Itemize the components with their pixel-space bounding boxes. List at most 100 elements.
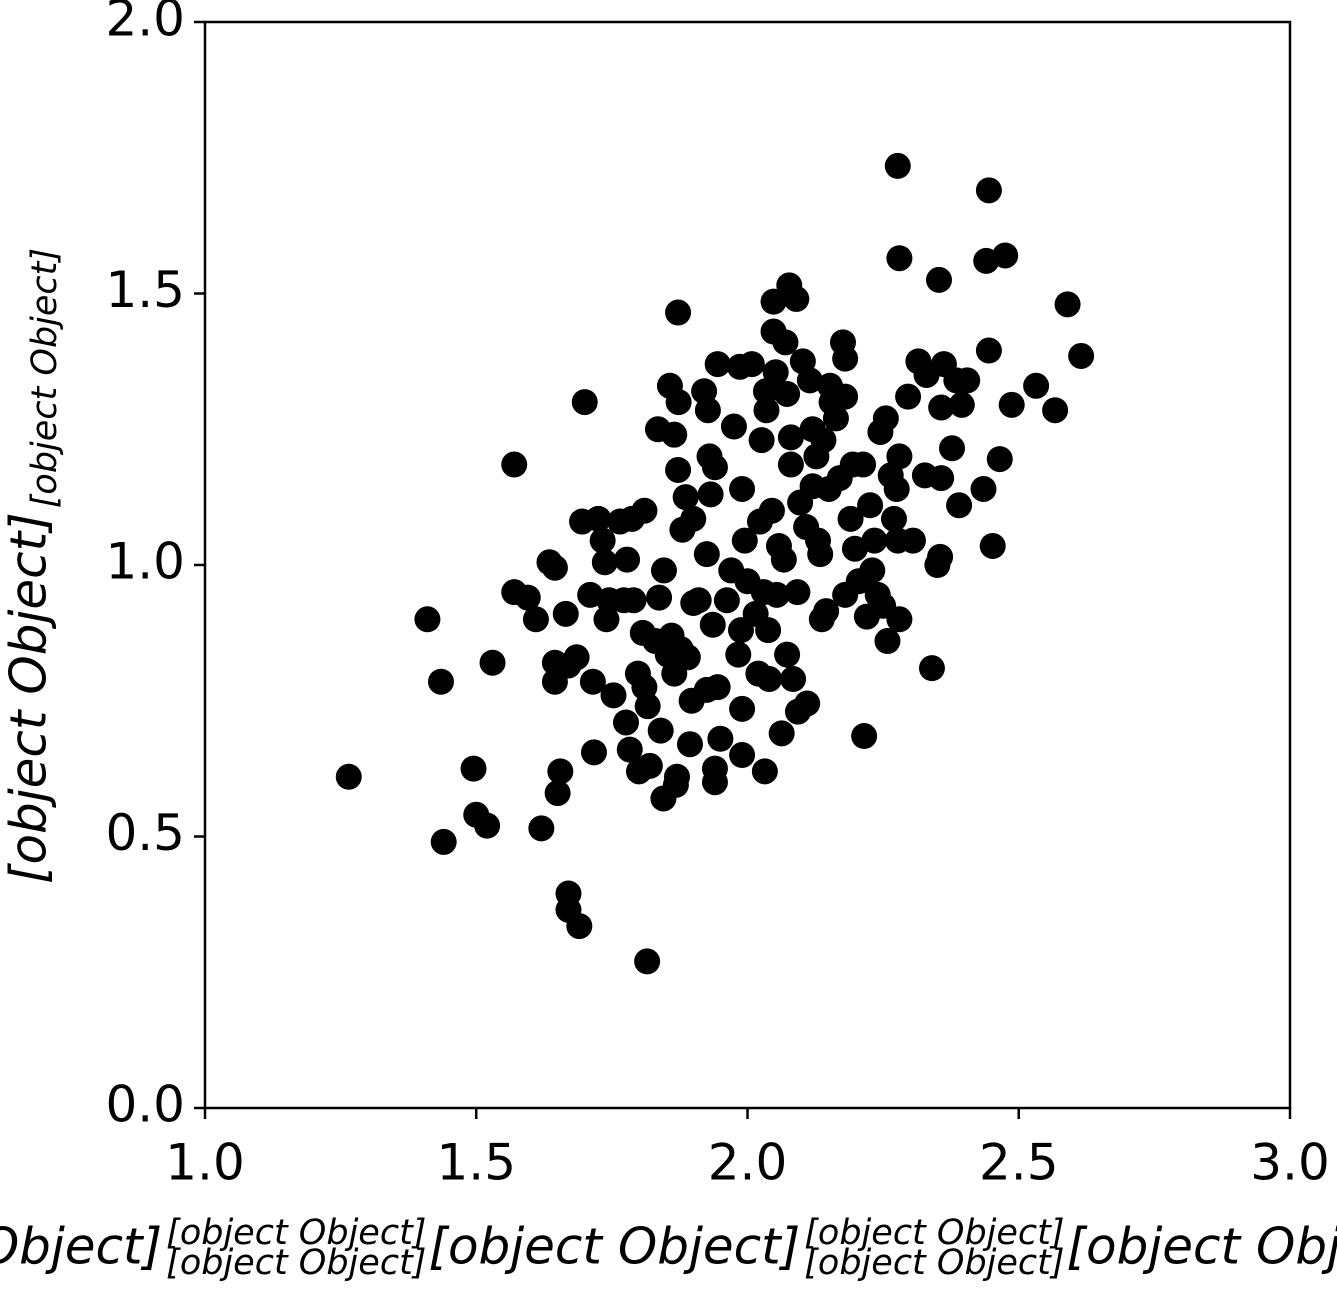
ylabel-part: [object Object]: [0, 512, 58, 884]
point: [663, 763, 690, 790]
xlabel-part: [object Object]: [804, 1213, 1064, 1253]
point: [571, 389, 598, 416]
point: [430, 828, 457, 855]
point: [928, 394, 955, 421]
point: [794, 690, 821, 717]
point: [614, 546, 641, 573]
point: [672, 484, 699, 511]
point: [665, 389, 692, 416]
point: [886, 245, 913, 272]
point: [895, 383, 922, 410]
point: [579, 668, 606, 695]
point: [946, 492, 973, 519]
point: [701, 454, 728, 481]
point: [975, 177, 1002, 204]
point: [585, 505, 612, 532]
point: [979, 532, 1006, 559]
point: [631, 497, 658, 524]
y-tick-label: 1.5: [105, 261, 185, 319]
point: [928, 465, 955, 492]
point: [748, 427, 775, 454]
xlabel-part: [object Object]: [0, 1218, 162, 1276]
point: [880, 505, 907, 532]
point: [563, 644, 590, 671]
point: [552, 600, 579, 627]
point: [720, 413, 747, 440]
point: [886, 606, 913, 633]
x-tick-label: 3.0: [1250, 1134, 1330, 1192]
point: [414, 606, 441, 633]
point: [616, 736, 643, 763]
point: [758, 497, 785, 524]
point: [731, 527, 758, 554]
point: [859, 557, 886, 584]
point: [725, 641, 752, 668]
point: [665, 299, 692, 326]
x-tick-label: 1.0: [165, 1134, 245, 1192]
point: [729, 742, 756, 769]
point: [600, 682, 627, 709]
point: [474, 812, 501, 839]
point: [665, 456, 692, 483]
point: [661, 421, 688, 448]
point: [851, 723, 878, 750]
y-tick-label: 0.5: [105, 804, 185, 862]
point: [780, 666, 807, 693]
point: [479, 649, 506, 676]
point: [620, 587, 647, 614]
point: [841, 535, 868, 562]
point: [755, 617, 782, 644]
point: [541, 554, 568, 581]
point: [874, 628, 901, 655]
point: [872, 405, 899, 432]
point: [676, 731, 703, 758]
point: [807, 541, 834, 568]
point: [528, 815, 555, 842]
point: [777, 451, 804, 478]
point: [768, 720, 795, 747]
point: [646, 584, 673, 611]
point: [566, 913, 593, 940]
point: [954, 367, 981, 394]
point: [647, 717, 674, 744]
point: [693, 541, 720, 568]
point: [832, 383, 859, 410]
point: [751, 758, 778, 785]
point: [986, 446, 1013, 473]
point: [544, 780, 571, 807]
point: [694, 397, 721, 424]
point: [634, 693, 661, 720]
point: [970, 475, 997, 502]
point: [335, 763, 362, 790]
point: [697, 481, 724, 508]
point: [822, 405, 849, 432]
xlabel-part: [object Object]: [428, 1218, 800, 1276]
point: [753, 397, 780, 424]
point: [948, 391, 975, 418]
point: [857, 492, 884, 519]
point: [883, 475, 910, 502]
point: [784, 579, 811, 606]
point: [612, 709, 639, 736]
point: [650, 557, 677, 584]
y-tick-label: 2.0: [105, 0, 185, 48]
point: [927, 543, 954, 570]
point: [547, 758, 574, 785]
point: [1042, 397, 1069, 424]
point: [861, 527, 888, 554]
point: [1054, 291, 1081, 318]
point: [704, 351, 731, 378]
point: [707, 725, 734, 752]
point: [591, 549, 618, 576]
x-tick-label: 1.5: [436, 1134, 516, 1192]
point: [774, 641, 801, 668]
xlabel-part: [object Object]: [1067, 1218, 1337, 1276]
point: [760, 288, 787, 315]
point: [674, 644, 701, 671]
point: [713, 587, 740, 614]
point: [738, 351, 765, 378]
point: [777, 424, 804, 451]
x-axis-label: [object Object][object Object][object Ob…: [0, 1213, 1337, 1283]
point: [580, 739, 607, 766]
x-tick-label: 2.5: [979, 1134, 1059, 1192]
